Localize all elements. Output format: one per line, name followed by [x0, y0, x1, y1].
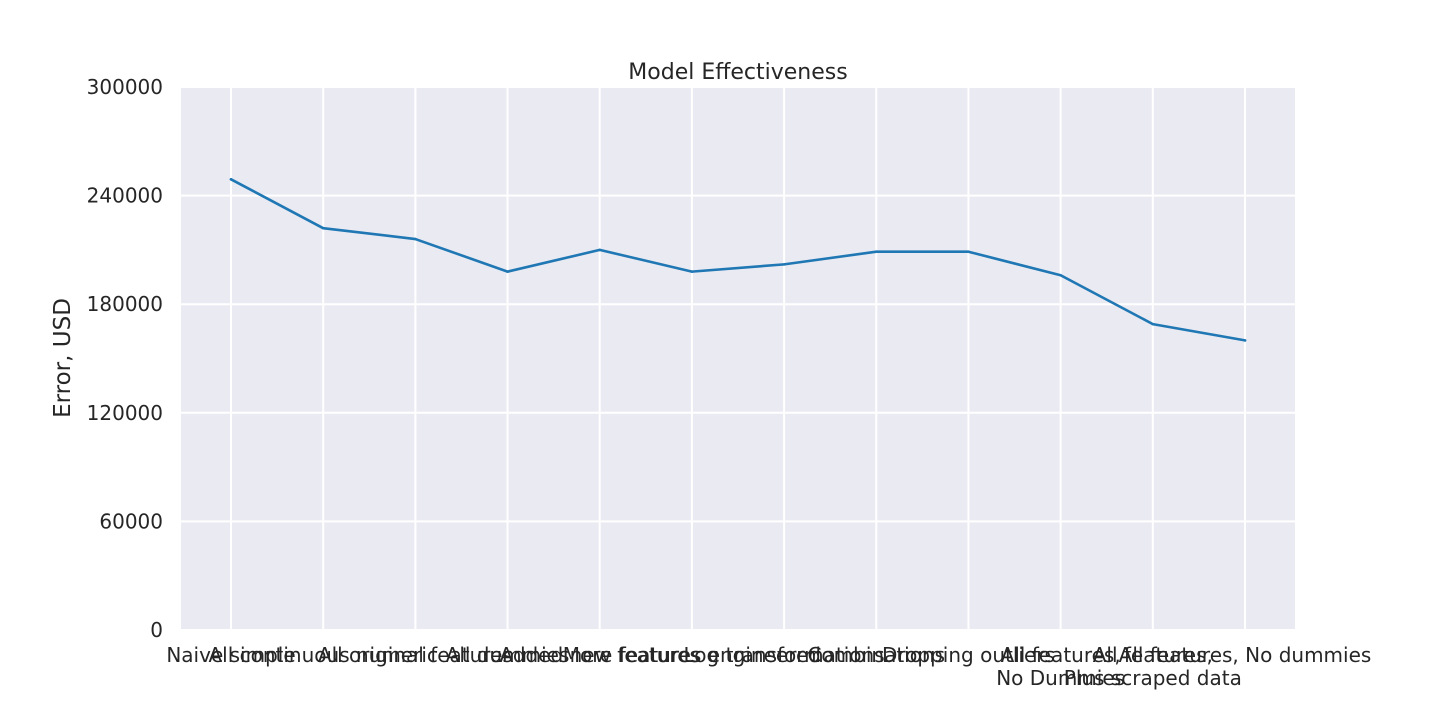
y-tick-label: 60000	[99, 509, 163, 533]
series-line	[229, 178, 1247, 342]
x-tick-label: Added new features	[500, 643, 700, 667]
data-point	[414, 237, 417, 241]
plot-area	[181, 87, 1295, 630]
x-tick-label: Log transformations	[684, 643, 885, 667]
y-tick-label: 120000	[87, 401, 163, 425]
data-point	[874, 250, 878, 254]
x-tick-label: All features, No dummies	[1119, 643, 1372, 667]
x-tick-label: More features engineered	[563, 643, 821, 667]
x-tick-label: Dropping outliers	[882, 643, 1055, 667]
data-point	[1059, 273, 1062, 277]
x-tick-label: Naive simple	[166, 643, 295, 667]
gridlines	[181, 86, 1295, 631]
y-tick-label: 180000	[87, 292, 163, 316]
data-point	[598, 248, 602, 252]
x-tick-label: Combinations	[807, 643, 945, 667]
x-tick-label: All dummies	[446, 643, 570, 667]
data-point	[321, 226, 325, 230]
x-tick-label: All original features	[318, 643, 513, 667]
data-point	[1151, 322, 1155, 326]
data-point	[690, 270, 694, 273]
data-point	[782, 263, 786, 266]
data-point	[967, 250, 970, 254]
data-point	[506, 270, 509, 273]
y-tick-label: 240000	[87, 184, 163, 208]
x-tick-label: All features, Plus scraped data	[1064, 643, 1242, 690]
y-tick-labels: 0 60000 120000 180000 240000 300000	[87, 75, 163, 642]
data-point	[1243, 339, 1247, 342]
x-tick-label: All features, No Dummies	[996, 643, 1125, 690]
chart-title: Model Effectiveness	[628, 60, 847, 85]
series-group	[229, 178, 1247, 342]
y-axis-label: Error, USD	[50, 298, 76, 418]
y-tick-label: 0	[150, 618, 163, 642]
data-point	[229, 178, 233, 181]
x-tick-label: All continuous numeric	[208, 643, 437, 667]
y-tick-label: 300000	[87, 75, 163, 99]
